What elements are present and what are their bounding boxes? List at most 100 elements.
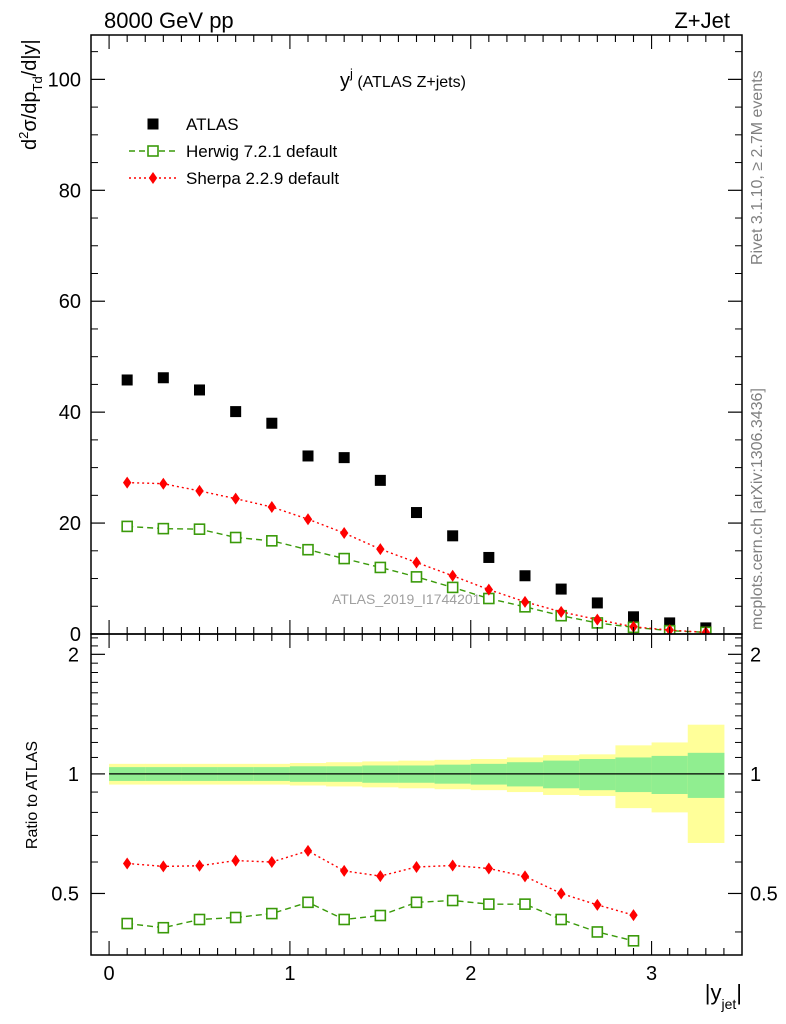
data-point (484, 583, 494, 596)
ratio-data-point (302, 896, 314, 909)
series-2 (122, 476, 711, 634)
ratio-y-tick-label: 1 (68, 764, 79, 786)
ratio-data-point (555, 913, 567, 926)
data-point (338, 452, 350, 464)
stat-uncertainty-band (687, 752, 725, 798)
stat-uncertainty-band (651, 755, 689, 794)
data-point (664, 617, 676, 629)
mcplots-source-label: mcplots.cern.ch [arXiv:1306.3436] (749, 388, 766, 630)
data-point (410, 571, 423, 583)
legend-label: Herwig 7.2.1 default (186, 142, 337, 161)
ratio-data-point (303, 844, 313, 857)
x-tick-label: 2 (465, 963, 476, 985)
data-point (229, 531, 242, 544)
data-point (231, 492, 240, 505)
data-point (556, 605, 566, 618)
main-y-tick-label: 20 (59, 513, 81, 535)
data-point (519, 570, 531, 582)
ratio-series-line (127, 850, 634, 916)
legend-label: ATLAS (186, 115, 239, 134)
data-point (629, 620, 638, 633)
ratio-data-point (520, 870, 530, 883)
data-point (628, 611, 639, 623)
ratio-data-point (591, 926, 604, 938)
legend-label: Sherpa 2.2.9 default (186, 169, 339, 188)
stat-uncertainty-band (579, 759, 616, 791)
data-point (302, 543, 314, 556)
data-point (121, 520, 133, 533)
x-tick-label: 0 (104, 963, 115, 985)
data-point (446, 581, 459, 594)
data-point (374, 561, 387, 574)
ratio-data-point (121, 917, 133, 930)
main-y-tick-label: 40 (59, 402, 81, 424)
header-process: 8000 GeV pp (104, 8, 234, 33)
x-tick-label: 3 (646, 963, 657, 985)
legend: ATLAS Herwig 7.2.1 default Sherpa 2.2.9 de… (129, 115, 339, 188)
ratio-y-tick-label-right: 0.5 (750, 883, 778, 905)
ratio-data-point (229, 911, 242, 924)
ratio-data-point (374, 909, 387, 922)
legend-marker (147, 145, 159, 157)
ratio-data-point (122, 857, 132, 870)
ratio-data-point (519, 898, 531, 910)
data-point (376, 543, 385, 556)
ratio-data-point (483, 898, 495, 910)
ratio-data-point (338, 913, 350, 926)
data-point (591, 597, 603, 609)
ratio-data-point (231, 854, 240, 867)
data-point (157, 522, 170, 535)
data-point (195, 484, 204, 497)
ratio-y-tick-label: 0.5 (51, 883, 79, 905)
data-point (303, 513, 313, 526)
data-point (122, 476, 132, 489)
series-1 (121, 520, 712, 634)
ratio-data-point (556, 887, 566, 900)
ratio-series-1 (122, 844, 638, 922)
main-y-axis-label: d2σ/dpTd/d|y| (16, 39, 45, 150)
data-point (447, 530, 459, 542)
ratio-data-point (339, 864, 349, 877)
legend-marker (147, 118, 159, 130)
data-point (412, 556, 421, 569)
rivet-version-label: Rivet 3.1.10, ≥ 2.7M events (749, 70, 766, 265)
data-point (266, 417, 278, 429)
data-point (411, 507, 422, 519)
ratio-y-axis-label: Ratio to ATLAS (24, 741, 41, 849)
ratio-data-point (193, 913, 206, 926)
data-point (121, 374, 133, 386)
data-point (302, 450, 314, 462)
data-point (374, 474, 386, 486)
data-point (520, 595, 530, 608)
data-point (555, 583, 567, 595)
data-point (157, 372, 169, 384)
data-point (338, 552, 350, 565)
ratio-data-point (627, 935, 640, 947)
main-y-tick-label: 80 (59, 180, 81, 202)
ratio-data-point (376, 870, 385, 883)
ratio-y-tick-label-right: 1 (750, 764, 761, 786)
x-tick-label: 1 (284, 963, 295, 985)
data-point (267, 500, 277, 513)
ratio-data-point (267, 856, 277, 869)
ratio-data-point (410, 896, 423, 909)
main-y-tick-label: 0 (70, 624, 81, 646)
main-y-tick-label: 60 (59, 291, 81, 313)
data-point (483, 551, 495, 563)
ratio-data-point (593, 898, 602, 911)
ratio-data-point (159, 860, 168, 873)
data-point (194, 384, 205, 396)
main-y-tick-label: 100 (48, 69, 81, 91)
header-final-state: Z+Jet (674, 8, 730, 33)
data-point (339, 527, 349, 540)
ratio-y-tick-label: 2 (68, 644, 79, 666)
data-point (593, 613, 602, 626)
data-point (159, 477, 168, 490)
ratio-data-point (157, 921, 170, 934)
data-point (193, 523, 206, 535)
ratio-data-point (446, 894, 459, 907)
series-0 (121, 372, 712, 634)
stat-uncertainty-band (615, 757, 653, 793)
ratio-series-0 (121, 894, 640, 947)
